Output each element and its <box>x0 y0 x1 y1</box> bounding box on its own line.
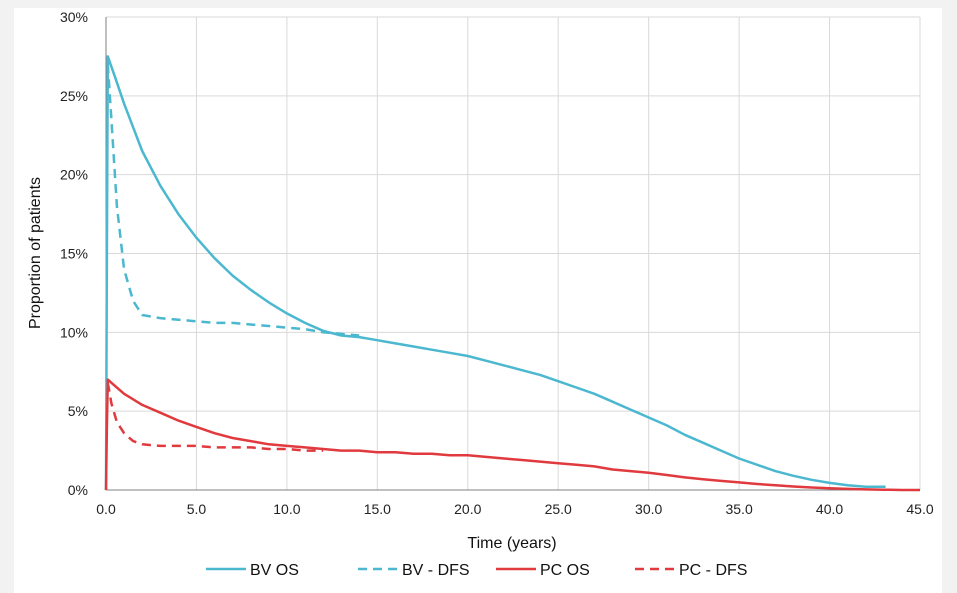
x-tick-label: 40.0 <box>816 501 843 517</box>
series-lines <box>104 55 920 492</box>
legend: BV OS BV - DFS PC OS PC - DFS <box>206 562 747 579</box>
y-tick-label: 0% <box>68 482 88 498</box>
x-tick-label: 25.0 <box>545 501 572 517</box>
y-tick-labels: 0% 5% 10% 15% 20% 25% 30% <box>60 9 88 498</box>
x-tick-label: 0.0 <box>96 501 116 517</box>
y-tick-label: 10% <box>60 324 88 340</box>
series-line-bv-os <box>104 55 886 491</box>
series-line-pc-os <box>104 378 920 492</box>
grid-lines <box>106 16 921 490</box>
x-tick-label: 35.0 <box>725 501 752 517</box>
x-tick-label: 30.0 <box>635 501 662 517</box>
legend-label: PC - DFS <box>679 562 747 579</box>
x-axis-title: Time (years) <box>467 535 556 552</box>
legend-label: BV OS <box>250 562 299 579</box>
x-tick-label: 15.0 <box>364 501 391 517</box>
plot-panel <box>14 8 942 593</box>
y-tick-label: 20% <box>60 167 88 183</box>
x-tick-label: 5.0 <box>187 501 207 517</box>
y-axis-title: Proportion of patients <box>27 177 44 329</box>
y-tick-label: 5% <box>68 403 88 419</box>
series-line-bv-dfs <box>106 64 360 337</box>
x-tick-label: 10.0 <box>273 501 300 517</box>
legend-label: PC OS <box>540 562 590 579</box>
y-tick-label: 30% <box>60 9 88 25</box>
x-tick-labels: 0.0 5.0 10.0 15.0 20.0 25.0 30.0 35.0 40.0 45.0 <box>96 501 934 517</box>
legend-label: BV - DFS <box>402 562 470 579</box>
x-tick-label: 45.0 <box>906 501 933 517</box>
y-tick-label: 15% <box>60 246 88 262</box>
x-tick-label: 20.0 <box>454 501 481 517</box>
y-tick-label: 25% <box>60 88 88 104</box>
series-line-pc-dfs <box>106 382 324 452</box>
